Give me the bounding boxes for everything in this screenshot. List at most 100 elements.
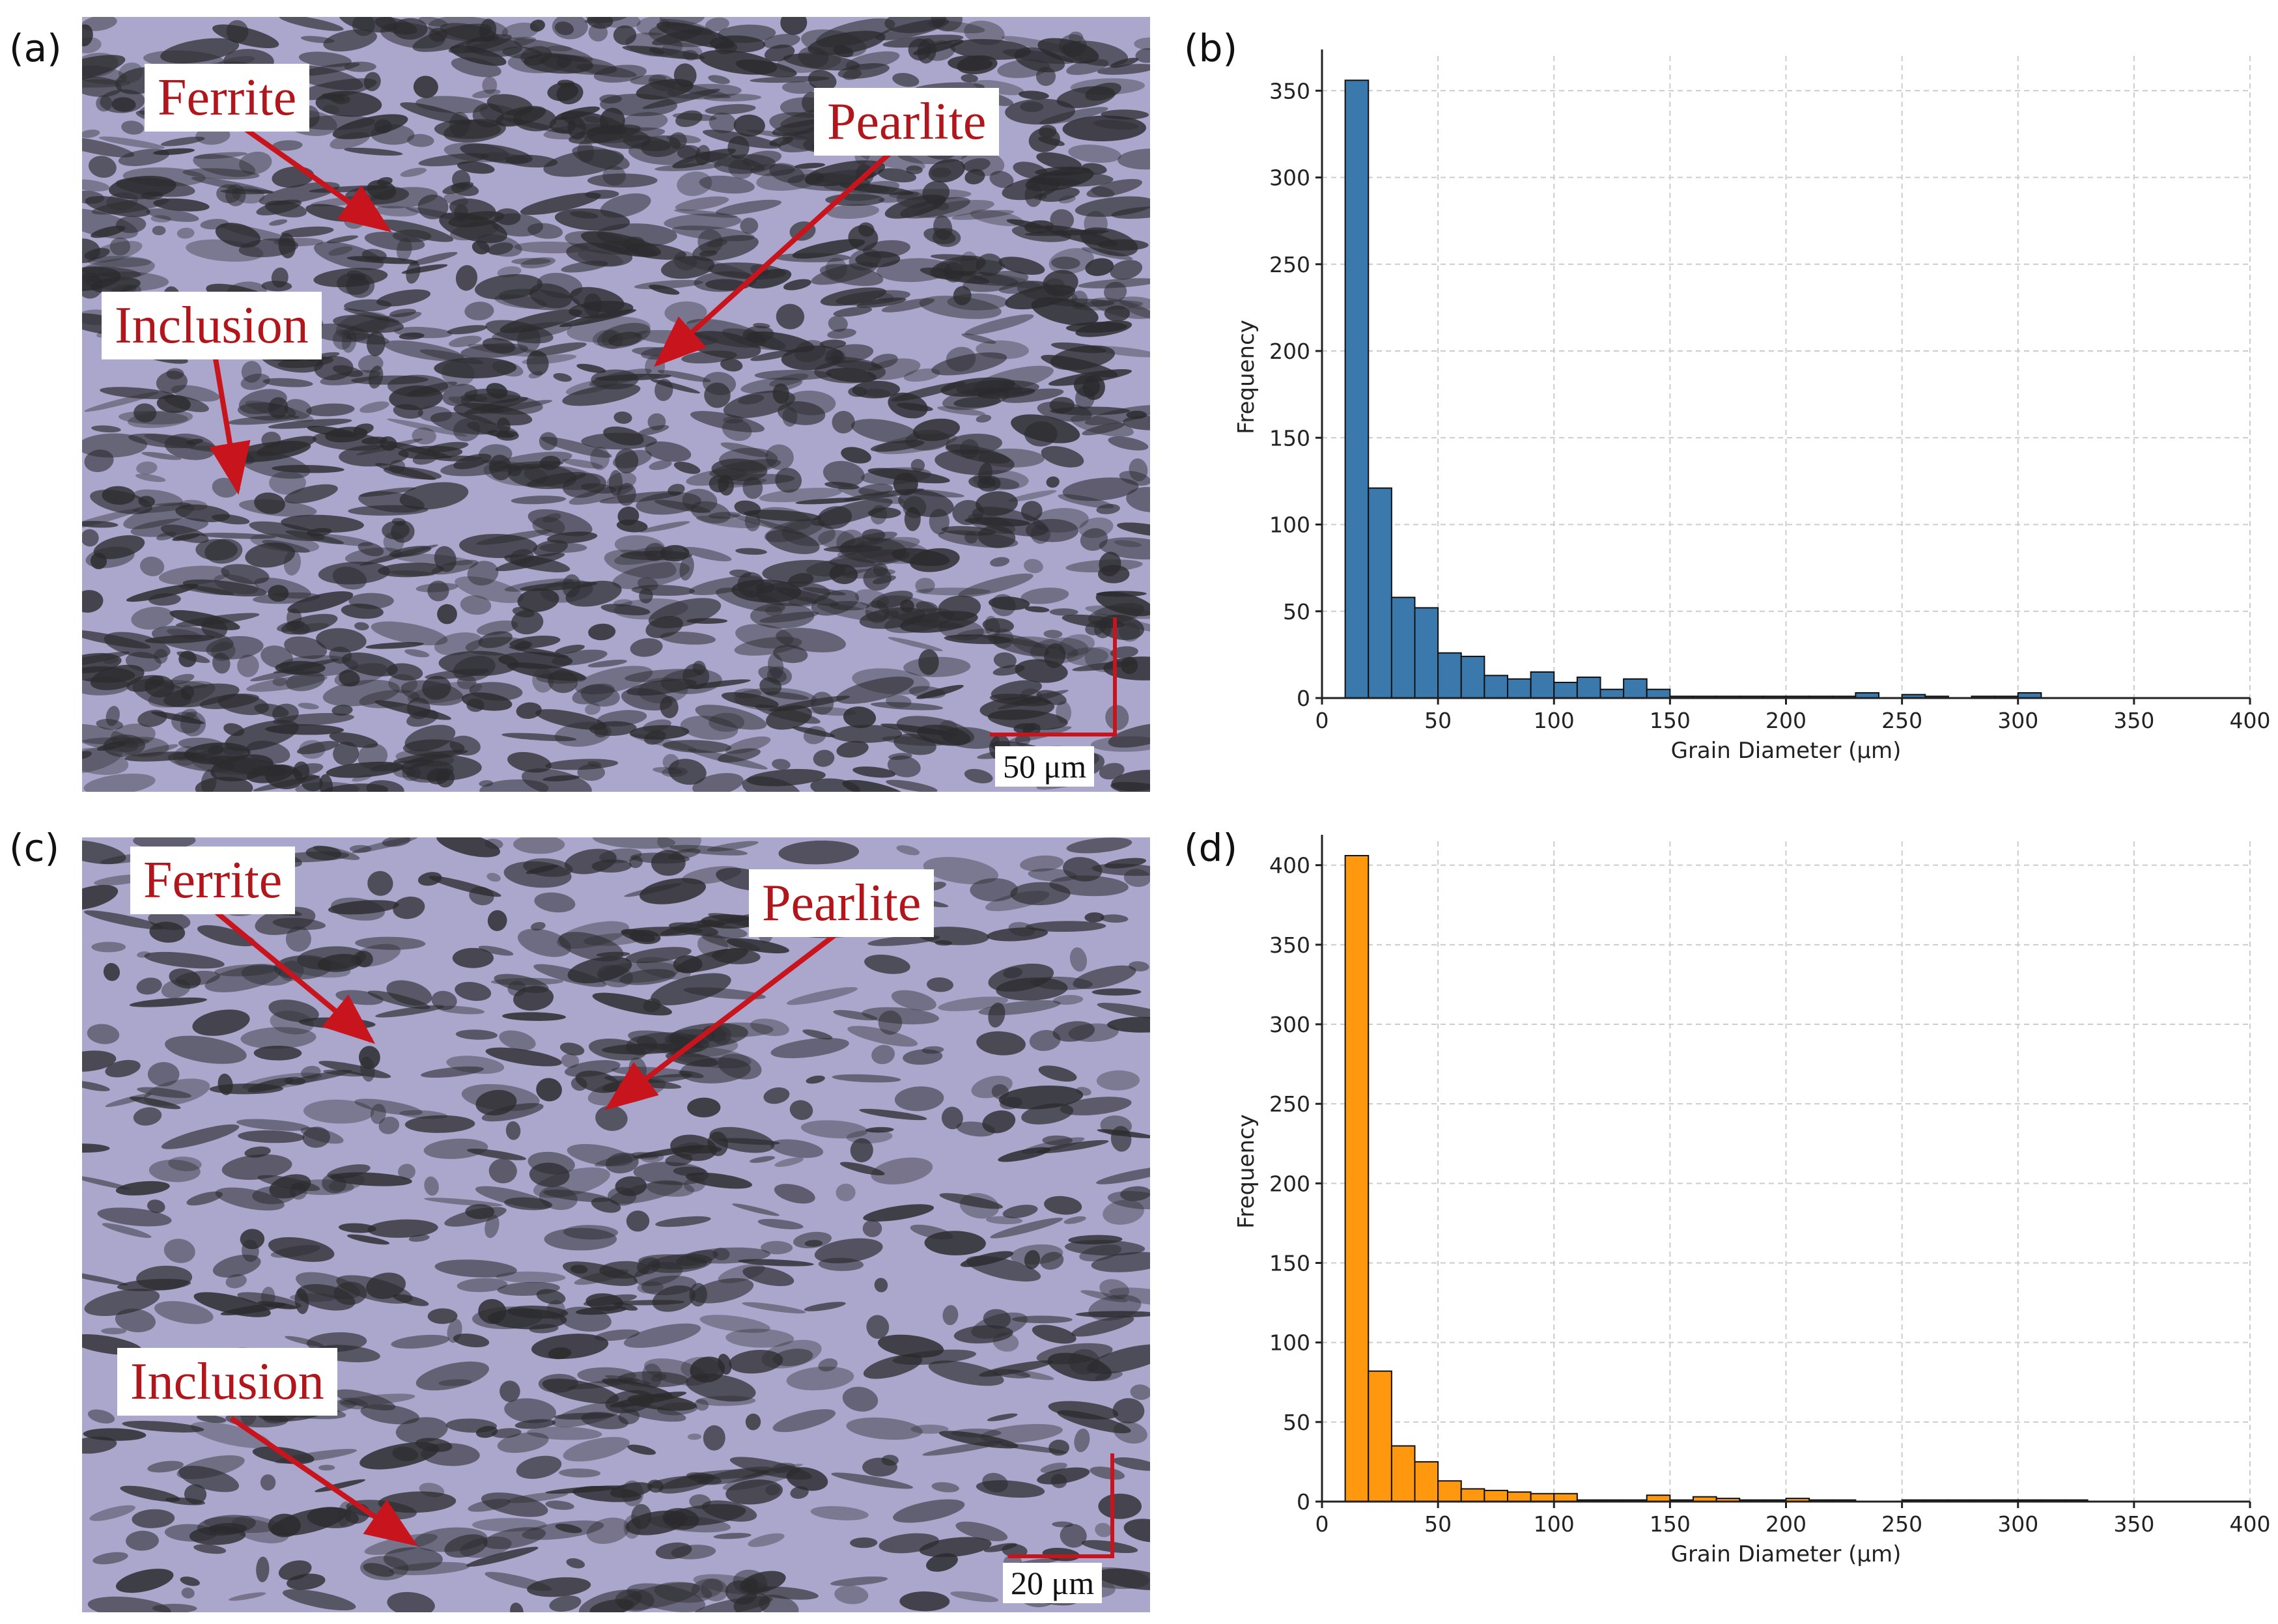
grain-blob bbox=[536, 672, 587, 684]
grain-blob bbox=[501, 22, 539, 40]
grain-blob bbox=[415, 96, 488, 114]
grain-blob bbox=[511, 258, 551, 265]
grain-blob bbox=[93, 535, 145, 559]
grain-blob bbox=[1071, 290, 1088, 308]
grain-blob bbox=[395, 749, 455, 767]
y-axis-label: Frequency bbox=[1233, 1114, 1259, 1229]
grain-blob bbox=[807, 707, 856, 716]
grain-blob bbox=[262, 540, 310, 553]
grain-blob bbox=[836, 740, 869, 758]
grain-blob bbox=[1049, 608, 1078, 616]
grain-blob bbox=[487, 910, 507, 931]
x-tick-label: 250 bbox=[1881, 708, 1922, 733]
grain-blob bbox=[229, 1592, 266, 1601]
grain-blob bbox=[559, 309, 636, 328]
grain-blob bbox=[352, 774, 372, 782]
grain-blob bbox=[82, 179, 110, 191]
grain-blob bbox=[460, 143, 533, 164]
grain-blob bbox=[964, 169, 985, 185]
x-tick-label: 0 bbox=[1315, 708, 1329, 733]
grain-blob bbox=[588, 623, 616, 641]
grain-blob bbox=[625, 669, 703, 682]
grain-blob bbox=[735, 548, 767, 555]
grain-blob bbox=[1074, 1428, 1090, 1453]
grain-blob bbox=[418, 153, 489, 167]
grain-blob bbox=[1018, 91, 1049, 100]
grain-blob bbox=[278, 1560, 312, 1580]
grain-blob bbox=[89, 1505, 135, 1521]
grain-blob bbox=[402, 766, 421, 781]
grain-blob bbox=[82, 266, 141, 278]
grain-blob bbox=[750, 76, 830, 83]
grain-blob bbox=[555, 645, 585, 654]
grain-blob bbox=[475, 274, 543, 300]
grain-blob bbox=[686, 1373, 756, 1402]
grain-blob bbox=[990, 557, 1010, 567]
grain-blob bbox=[603, 426, 644, 446]
grain-blob bbox=[931, 17, 963, 32]
grain-blob bbox=[84, 449, 114, 473]
grain-blob bbox=[745, 1413, 761, 1431]
grain-blob bbox=[1041, 445, 1084, 468]
grain-blob bbox=[961, 74, 978, 83]
grain-blob bbox=[417, 194, 449, 219]
y-tick-label: 200 bbox=[1269, 339, 1310, 364]
x-tick-label: 400 bbox=[2230, 1511, 2271, 1537]
grain-blob bbox=[453, 656, 496, 682]
histogram-bar bbox=[1484, 675, 1508, 699]
grain-blob bbox=[776, 628, 846, 652]
grain-blob bbox=[457, 161, 495, 174]
grain-blob bbox=[240, 373, 270, 390]
grain-blob bbox=[348, 593, 394, 609]
grain-blob bbox=[439, 212, 507, 244]
micrograph-a-texture bbox=[82, 17, 1150, 792]
grain-blob bbox=[871, 1044, 895, 1065]
grain-blob bbox=[562, 384, 641, 406]
grain-blob bbox=[645, 441, 692, 462]
grain-blob bbox=[952, 499, 984, 525]
grain-blob bbox=[424, 1176, 439, 1196]
grain-blob bbox=[529, 283, 572, 309]
histogram-bar bbox=[1344, 79, 1370, 699]
grain-blob bbox=[829, 564, 858, 584]
grain-blob bbox=[306, 1332, 367, 1352]
grain-blob bbox=[82, 1436, 117, 1454]
grain-blob bbox=[982, 1472, 1008, 1492]
grain-blob bbox=[406, 697, 430, 720]
grain-blob bbox=[910, 1424, 949, 1434]
grain-blob bbox=[654, 1582, 712, 1603]
grain-blob bbox=[1024, 559, 1043, 574]
grain-blob bbox=[989, 171, 1014, 188]
grain-blob bbox=[572, 683, 615, 705]
y-tick-label: 350 bbox=[1269, 78, 1310, 104]
grain-blob bbox=[562, 458, 604, 469]
grain-blob bbox=[455, 981, 492, 1001]
grain-blob bbox=[82, 24, 93, 47]
grain-blob bbox=[1024, 1250, 1041, 1270]
grain-blob bbox=[335, 1389, 396, 1410]
grain-blob bbox=[507, 751, 552, 773]
grain-blob bbox=[783, 53, 860, 71]
grain-blob bbox=[913, 39, 964, 55]
grain-blob bbox=[404, 649, 430, 658]
grain-blob bbox=[1050, 209, 1075, 231]
grain-blob bbox=[111, 723, 156, 748]
grain-blob bbox=[884, 608, 954, 634]
grain-blob bbox=[772, 1349, 813, 1367]
grain-blob bbox=[152, 225, 166, 236]
x-tick-label: 350 bbox=[2113, 1511, 2154, 1537]
grain-blob bbox=[951, 210, 1015, 220]
grain-blob bbox=[529, 342, 587, 356]
grain-blob bbox=[958, 573, 1034, 598]
grain-blob bbox=[381, 440, 452, 458]
grain-blob bbox=[323, 29, 377, 51]
grain-blob bbox=[832, 410, 855, 434]
grain-blob bbox=[180, 685, 195, 700]
grain-blob bbox=[100, 387, 175, 399]
grain-blob bbox=[935, 449, 1015, 475]
grain-blob bbox=[82, 751, 92, 760]
grain-blob bbox=[768, 695, 851, 712]
grain-blob bbox=[151, 625, 234, 652]
grain-blob bbox=[482, 337, 516, 354]
